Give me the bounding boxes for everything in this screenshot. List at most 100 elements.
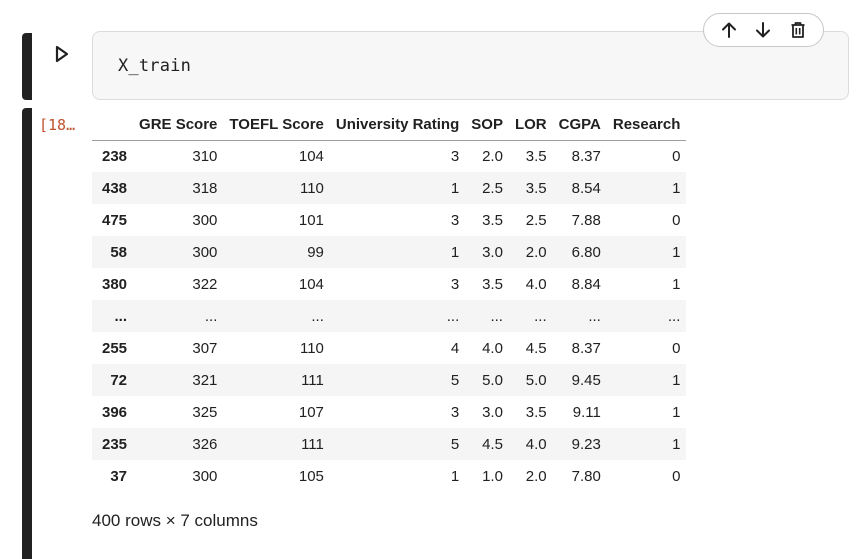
table-cell: 0	[672, 339, 681, 357]
code-cell-focus-bar	[22, 33, 32, 100]
table-cell: 4.0	[482, 339, 503, 357]
table-cell: 1	[672, 403, 681, 421]
table-cell: 2.0	[482, 147, 503, 165]
table-cell: 3	[450, 275, 460, 293]
table-cell: 1	[450, 179, 460, 197]
row-index: 58	[110, 243, 128, 261]
table-cell: 9.11	[572, 403, 601, 421]
table-cell: 8.37	[571, 339, 601, 357]
table-cell: 110	[299, 179, 324, 197]
table-cell: 6.80	[571, 243, 601, 261]
table-cell: 5	[450, 371, 460, 389]
arrow-down-icon	[756, 22, 771, 38]
table-cell: 2.5	[525, 211, 547, 229]
delete-cell-button[interactable]	[785, 17, 811, 43]
table-cell: 0	[672, 467, 681, 485]
table-cell: 9.23	[571, 435, 601, 453]
table-header-row: GRE Score TOEFL Score University Rating …	[92, 108, 687, 141]
table-cell: 101	[298, 211, 324, 229]
table-cell: 5.0	[525, 371, 547, 389]
table-cell: 104	[298, 275, 324, 293]
table-cell: 3	[450, 147, 460, 165]
column-header: SOP	[465, 108, 509, 141]
row-index: 380	[102, 275, 128, 293]
table-cell: 3	[450, 403, 460, 421]
table-cell: 310	[192, 147, 218, 165]
table-row: 235 326 111 5 4.5 4.0 9.23 1	[92, 428, 687, 460]
table-cell: 9.45	[571, 371, 601, 389]
table-cell: 3.0	[482, 403, 503, 421]
table-cell: 326	[192, 435, 218, 453]
arrow-up-icon	[722, 22, 737, 38]
table-cell: 1	[450, 467, 460, 485]
row-index: 396	[102, 403, 128, 421]
column-header: GRE Score	[133, 108, 224, 141]
table-row: 475 300 101 3 3.5 2.5 7.88 0	[92, 204, 687, 236]
table-cell: 4.0	[525, 275, 547, 293]
table-cell: 3.5	[482, 275, 503, 293]
table-cell: 7.80	[571, 467, 601, 485]
table-cell: 1	[672, 243, 681, 261]
table-cell: 8.37	[571, 147, 601, 165]
table-cell: 3.0	[482, 243, 503, 261]
table-cell: ...	[588, 307, 601, 325]
table-cell: 1	[672, 179, 681, 197]
table-cell: 99	[307, 243, 324, 261]
table-cell: 307	[192, 339, 218, 357]
table-cell: 8.84	[571, 275, 601, 293]
table-row: 438 318 110 1 2.5 3.5 8.54 1	[92, 172, 687, 204]
table-row: ........................	[92, 300, 687, 332]
table-cell: 5.0	[482, 371, 503, 389]
output-cell-focus-bar	[22, 108, 32, 559]
table-cell: ...	[204, 307, 218, 325]
column-header-index	[92, 108, 134, 141]
table-cell: 1	[672, 275, 681, 293]
row-index: 438	[102, 179, 128, 197]
table-cell: 110	[299, 339, 324, 357]
table-cell: 300	[192, 467, 218, 485]
table-cell: ...	[446, 307, 460, 325]
table-cell: 318	[192, 179, 218, 197]
row-index: 255	[102, 339, 128, 357]
column-header: University Rating	[329, 108, 466, 141]
table-cell: 0	[672, 211, 681, 229]
table-cell: 8.54	[571, 179, 601, 197]
move-cell-up-button[interactable]	[716, 17, 742, 43]
table-row: 380 322 104 3 3.5 4.0 8.84 1	[92, 268, 687, 300]
dataframe-shape-note: 400 rows × 7 columns	[92, 511, 258, 530]
table-cell: 325	[192, 403, 218, 421]
table-row: 72 321 111 5 5.0 5.0 9.45 1	[92, 364, 687, 396]
table-cell: 2.0	[525, 243, 547, 261]
code-text[interactable]: X_train	[118, 56, 192, 76]
table-cell: 0	[672, 147, 681, 165]
table-cell: 107	[298, 403, 324, 421]
row-index: ...	[114, 307, 128, 325]
table-cell: 1	[672, 435, 681, 453]
table-row: 58 300 99 1 3.0 2.0 6.80 1	[92, 236, 687, 268]
column-header: LOR	[508, 108, 553, 141]
table-cell: ...	[490, 307, 503, 325]
table-cell: 4	[450, 339, 460, 357]
table-cell: 2.5	[482, 179, 503, 197]
table-cell: ...	[534, 307, 547, 325]
move-cell-down-button[interactable]	[750, 17, 776, 43]
play-icon	[55, 45, 69, 63]
table-cell: 111	[301, 371, 324, 389]
run-cell-button[interactable]	[48, 40, 76, 68]
table-cell: 104	[298, 147, 324, 165]
table-cell: 3.5	[525, 403, 547, 421]
table-cell: 105	[298, 467, 324, 485]
row-index: 475	[102, 211, 128, 229]
table-cell: 3	[450, 211, 460, 229]
table-cell: 7.88	[571, 211, 601, 229]
column-header: TOEFL Score	[223, 108, 330, 141]
dataframe-table: GRE Score TOEFL Score University Rating …	[92, 108, 687, 492]
table-cell: 4.5	[482, 435, 503, 453]
table-cell: 4.0	[525, 435, 547, 453]
table-cell: 111	[301, 435, 324, 453]
execution-count: [18…	[39, 116, 76, 134]
table-row: 37 300 105 1 1.0 2.0 7.80 0	[92, 460, 687, 492]
table-cell: 321	[192, 371, 218, 389]
table-cell: 3.5	[525, 147, 547, 165]
